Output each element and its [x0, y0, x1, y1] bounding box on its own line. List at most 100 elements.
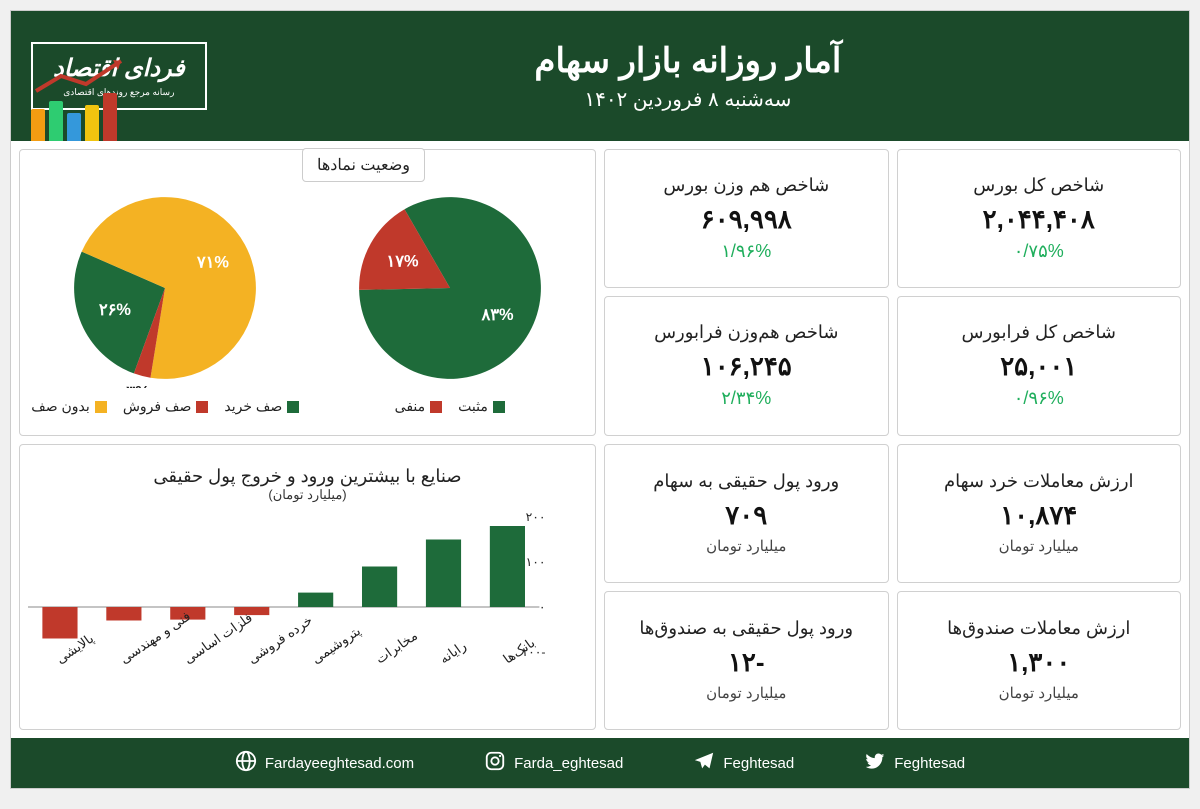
stat-value: -۱۲ [728, 647, 765, 678]
bar [490, 526, 525, 607]
social-twitter[interactable]: Feghtesad [864, 750, 965, 776]
stat-value: ۲,۰۴۴,۴۰۸ [983, 204, 1095, 235]
infographic-frame: آمار روزانه بازار سهام سه‌شنبه ۸ فروردین… [10, 10, 1190, 789]
pie-legend-posneg: مثبت منفی [395, 398, 505, 415]
stat-unit: میلیارد تومان [999, 684, 1079, 702]
bar-title: صنایع با بیشترین ورود و خروج پول حقیقی [153, 466, 461, 487]
bar [42, 607, 77, 639]
stat-title: شاخص هم‌وزن فرابورس [654, 322, 838, 343]
stat-value: ۶۰۹,۹۹۸ [701, 204, 792, 235]
pie-chart-posneg: ۸۳% ۱۷% [350, 188, 550, 388]
bar-ytick-label: ۲۰۰ [526, 510, 546, 524]
footer: Fardayeeghtesad.com Farda_eghtesad Feghtes… [11, 738, 1189, 788]
pie-slice-label: ۳% [127, 383, 151, 388]
social-instagram[interactable]: Farda_eghtesad [484, 750, 623, 776]
bar [426, 540, 461, 608]
legend-item: منفی [395, 398, 442, 415]
stat-title: شاخص هم وزن بورس [663, 175, 829, 196]
legend-swatch-icon [196, 401, 208, 413]
page-title: آمار روزانه بازار سهام [207, 41, 1169, 81]
pie-container: ۸۳% ۱۷% مثبت منفی ۲۶% ۷۱% ۳% صف خرید صف فروش ب… [28, 158, 587, 427]
legend-label: منفی [395, 398, 425, 415]
legend-swatch-icon [430, 401, 442, 413]
stat-card-retail-value: ارزش معاملات خرد سهام ۱۰,۸۷۴ میلیارد توم… [897, 444, 1182, 583]
twitter-icon [864, 750, 886, 776]
legend-swatch-icon [95, 401, 107, 413]
stat-title: شاخص کل فرابورس [962, 322, 1116, 343]
pie-left-wrap: ۲۶% ۷۱% ۳% صف خرید صف فروش بدون صف [28, 188, 303, 427]
bar [298, 593, 333, 607]
globe-icon [235, 750, 257, 776]
stat-change: ۰/۹۶% [1014, 388, 1064, 409]
brand-logo-main: فردای اقتصاد [53, 54, 185, 83]
bar [362, 567, 397, 608]
stat-title: ارزش معاملات صندوق‌ها [947, 618, 1130, 639]
pie-slice-label: ۸۳% [480, 306, 514, 324]
bar-category-label: رایانه [436, 639, 469, 668]
stat-title: ورود پول حقیقی به سهام [653, 471, 839, 492]
legend-item: صف خرید [224, 398, 299, 415]
bar-ytick-label: ۱۰۰ [526, 555, 546, 569]
legend-item: صف فروش [123, 398, 209, 415]
instagram-icon [484, 750, 506, 776]
header-center: آمار روزانه بازار سهام سه‌شنبه ۸ فروردین… [207, 41, 1169, 112]
stat-title: شاخص کل بورس [973, 175, 1104, 196]
bar-category-label: خرده فروشی [245, 613, 316, 668]
pie-legend-queues: صف خرید صف فروش بدون صف [31, 398, 299, 415]
pie-slice-label: ۱۷% [386, 253, 419, 271]
stat-card-equal-index: شاخص هم وزن بورس ۶۰۹,۹۹۸ ۱/۹۶% [604, 149, 889, 288]
stat-card-fund-inflow: ورود پول حقیقی به صندوق‌ها -۱۲ میلیارد ت… [604, 591, 889, 730]
stat-unit: میلیارد تومان [706, 537, 786, 555]
social-label: Fardayeeghtesad.com [265, 755, 414, 772]
main-grid: شاخص کل بورس ۲,۰۴۴,۴۰۸ ۰/۷۵% شاخص هم وزن… [11, 141, 1189, 738]
stat-value: ۱۰,۸۷۴ [1000, 500, 1077, 531]
bar-category-label: پتروشیمی [309, 623, 364, 667]
pie-chart-queues: ۲۶% ۷۱% ۳% [65, 188, 265, 388]
stat-change: ۲/۳۴% [721, 388, 771, 409]
stat-unit: میلیارد تومان [706, 684, 786, 702]
bar-card-industries: صنایع با بیشترین ورود و خروج پول حقیقی (… [19, 444, 596, 731]
legend-swatch-icon [287, 401, 299, 413]
legend-label: مثبت [458, 398, 488, 415]
pie-card-symbol-status: وضعیت نمادها ۸۳% ۱۷% مثبت منفی ۲۶% ۷۱% ۳% صف… [19, 149, 596, 436]
stat-value: ۱۰۶,۲۴۵ [701, 351, 792, 382]
legend-swatch-icon [493, 401, 505, 413]
legend-item: بدون صف [31, 398, 107, 415]
stat-title: ارزش معاملات خرد سهام [944, 471, 1134, 492]
legend-label: صف خرید [224, 398, 282, 415]
bar [106, 607, 141, 621]
social-label: Feghtesad [894, 755, 965, 772]
social-label: Feghtesad [723, 755, 794, 772]
header-decor-bars [31, 93, 117, 141]
stat-change: ۱/۹۶% [721, 241, 771, 262]
header: آمار روزانه بازار سهام سه‌شنبه ۸ فروردین… [11, 11, 1189, 141]
pie-slice-label: ۲۶% [99, 301, 132, 319]
telegram-icon [693, 750, 715, 776]
bar-ytick-label: ۰ [539, 600, 546, 614]
stat-card-fara-equal: شاخص هم‌وزن فرابورس ۱۰۶,۲۴۵ ۲/۳۴% [604, 296, 889, 435]
stat-value: ۱,۳۰۰ [1007, 647, 1070, 678]
bar-subtitle: (میلیارد تومان) [268, 487, 346, 503]
social-label: Farda_eghtesad [514, 755, 623, 772]
stat-card-real-inflow: ورود پول حقیقی به سهام ۷۰۹ میلیارد تومان [604, 444, 889, 583]
pie-slice-label: ۷۱% [196, 253, 230, 271]
stat-value: ۲۵,۰۰۱ [1000, 351, 1077, 382]
stat-card-fara-total: شاخص کل فرابورس ۲۵,۰۰۱ ۰/۹۶% [897, 296, 1182, 435]
stat-value: ۷۰۹ [725, 500, 767, 531]
bar-chart: -۱۰۰۰۱۰۰۲۰۰بانک‌هارایانهمخابراتپتروشیمیخ… [28, 507, 587, 707]
pie-right-wrap: ۸۳% ۱۷% مثبت منفی [313, 188, 588, 427]
pie-tab-label: وضعیت نمادها [302, 148, 425, 182]
bar-category-label: مخابرات [373, 628, 421, 667]
legend-item: مثبت [458, 398, 505, 415]
stat-change: ۰/۷۵% [1014, 241, 1064, 262]
stat-card-fund-value: ارزش معاملات صندوق‌ها ۱,۳۰۰ میلیارد توما… [897, 591, 1182, 730]
legend-label: بدون صف [31, 398, 90, 415]
stat-title: ورود پول حقیقی به صندوق‌ها [639, 618, 853, 639]
social-telegram[interactable]: Feghtesad [693, 750, 794, 776]
page-date: سه‌شنبه ۸ فروردین ۱۴۰۲ [207, 87, 1169, 112]
stat-unit: میلیارد تومان [999, 537, 1079, 555]
bar-category-label: بانک‌ها [500, 635, 537, 666]
legend-label: صف فروش [123, 398, 192, 415]
stat-card-total-index: شاخص کل بورس ۲,۰۴۴,۴۰۸ ۰/۷۵% [897, 149, 1182, 288]
social-globe[interactable]: Fardayeeghtesad.com [235, 750, 414, 776]
